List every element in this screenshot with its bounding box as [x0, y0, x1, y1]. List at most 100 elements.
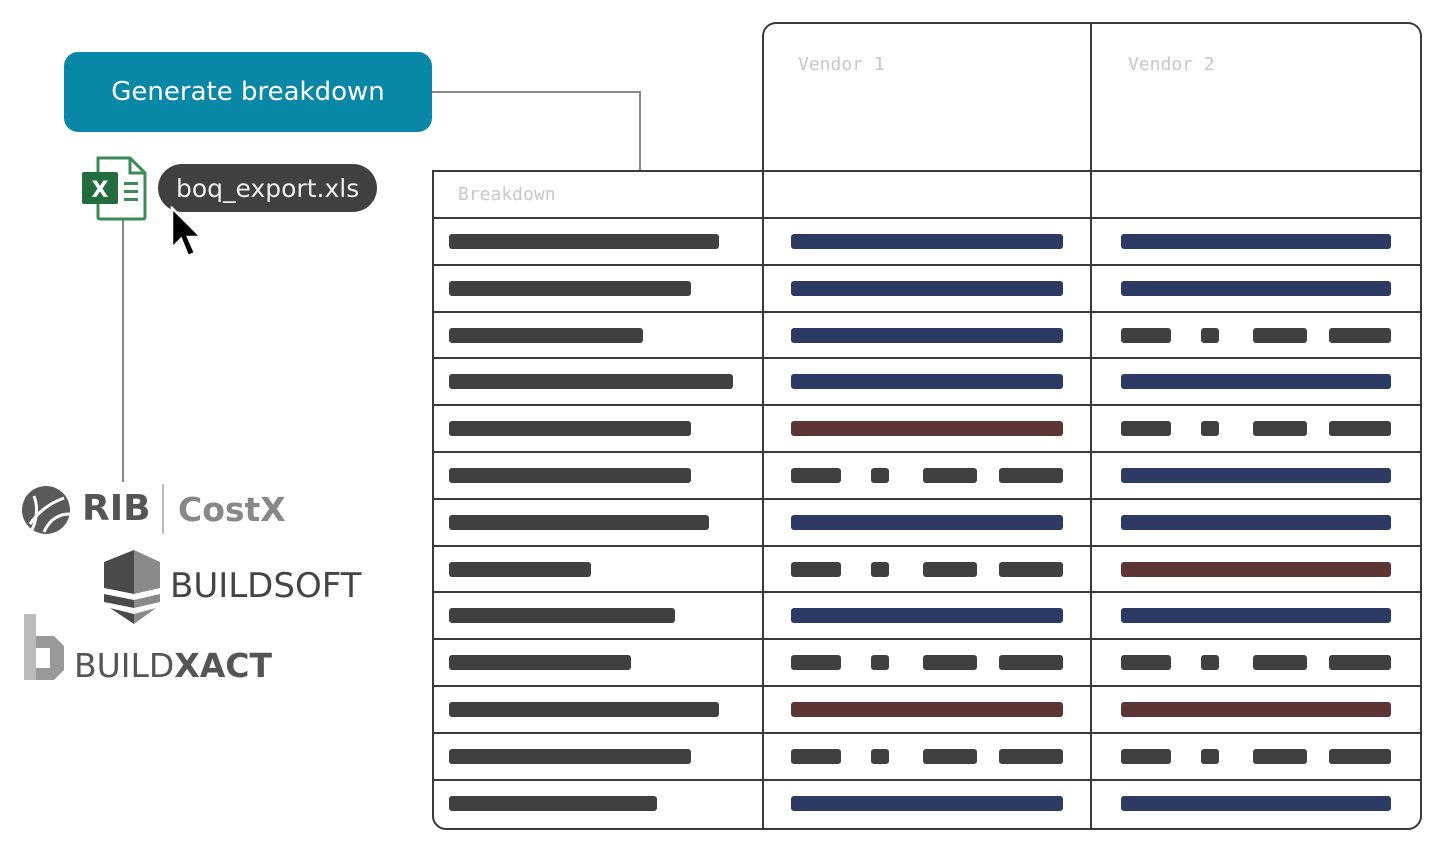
breakdown-item-bar: [449, 561, 591, 577]
vendor-2-value-bar: [1121, 374, 1391, 390]
buildxact-logo: BUILDXACT: [74, 646, 272, 685]
breakdown-item-bar: [449, 327, 643, 343]
vendor-2-value-bar: [1121, 468, 1391, 483]
buildsoft-logo-icon: [104, 550, 160, 624]
vendor-1-missing-segment: [871, 655, 889, 671]
vendor-2-missing-segment: [1121, 655, 1171, 671]
vendor-1-missing-segment: [791, 561, 841, 577]
row-divider: [434, 544, 1420, 547]
generate-breakdown-button[interactable]: Generate breakdown: [64, 52, 432, 132]
vendor-1-missing-segment: [871, 468, 889, 483]
vendor-1-value-bar: [791, 608, 1063, 624]
breakdown-table: Breakdown: [432, 170, 1422, 830]
breakdown-item-bar: [449, 374, 733, 390]
vendor-2-value-bar: [1121, 234, 1391, 249]
column-divider: [762, 172, 764, 828]
vendor-1-missing-segment: [923, 655, 977, 671]
vendor-2-missing-segment: [1253, 655, 1307, 671]
vendor-1-missing-segment: [999, 655, 1063, 671]
vendor-2-missing-segment: [1201, 421, 1219, 437]
vendor-2-flagged-bar: [1121, 702, 1391, 717]
svg-text:X: X: [92, 178, 109, 203]
excel-file-icon[interactable]: X: [80, 155, 148, 221]
breakdown-item-bar: [449, 234, 719, 249]
vendor-2-missing-segment: [1201, 748, 1219, 764]
vendor-2-missing-segment: [1253, 748, 1307, 764]
row-divider: [434, 685, 1420, 687]
breakdown-item-bar: [449, 468, 691, 483]
vendor-2-missing-segment: [1201, 655, 1219, 671]
row-divider: [434, 310, 1420, 313]
breakdown-item-bar: [449, 280, 691, 296]
vendor-1-missing-segment: [871, 748, 889, 764]
column-divider: [1090, 172, 1092, 828]
row-divider: [434, 404, 1420, 407]
rib-logo-icon: [22, 486, 71, 534]
breakdown-item-bar: [449, 421, 691, 437]
connector-line: [639, 91, 641, 171]
row-divider: [434, 263, 1420, 266]
vendor-1-missing-segment: [791, 748, 841, 764]
breakdown-item-bar: [449, 748, 691, 764]
vendor-1-missing-segment: [999, 468, 1063, 483]
mouse-cursor-icon: [170, 206, 205, 258]
vendor-1-missing-segment: [923, 468, 977, 483]
vendor-1-header: Vendor 1: [798, 54, 885, 75]
vendor-1-value-bar: [791, 795, 1063, 811]
vendor-1-missing-segment: [999, 561, 1063, 577]
vendor-2-flagged-bar: [1121, 561, 1391, 577]
column-divider: [1090, 24, 1092, 172]
vendor-1-missing-segment: [999, 748, 1063, 764]
row-divider: [434, 357, 1420, 360]
breakdown-item-bar: [449, 795, 657, 811]
costx-logo: CostX: [178, 490, 286, 529]
vendor-2-missing-segment: [1329, 421, 1391, 437]
vendor-2-missing-segment: [1253, 327, 1307, 343]
vendor-2-missing-segment: [1121, 421, 1171, 437]
row-divider: [434, 778, 1420, 781]
buildxact-logo-part: XACT: [174, 646, 273, 685]
buildxact-logo-part: BUILD: [74, 646, 175, 685]
vendor-2-missing-segment: [1329, 655, 1391, 671]
vendor-2-missing-segment: [1329, 327, 1391, 343]
row-divider: [434, 217, 1420, 219]
vendor-2-missing-segment: [1121, 748, 1171, 764]
row-divider: [434, 591, 1420, 594]
vendor-1-missing-segment: [791, 655, 841, 671]
vendor-header: Vendor 1 Vendor 2: [762, 22, 1422, 172]
vendor-1-value-bar: [791, 374, 1063, 390]
vendor-1-flagged-bar: [791, 702, 1063, 717]
vendor-1-missing-segment: [923, 748, 977, 764]
vendor-2-header: Vendor 2: [1128, 54, 1215, 75]
vendor-1-value-bar: [791, 514, 1063, 530]
vendor-1-value-bar: [791, 280, 1063, 296]
breakdown-item-bar: [449, 655, 631, 671]
vendor-2-value-bar: [1121, 608, 1391, 624]
row-divider: [434, 451, 1420, 453]
connector-line: [432, 91, 640, 93]
vendor-2-missing-segment: [1121, 327, 1171, 343]
vendor-1-value-bar: [791, 234, 1063, 249]
vendor-1-flagged-bar: [791, 421, 1063, 437]
vendor-2-value-bar: [1121, 514, 1391, 530]
vendor-2-value-bar: [1121, 795, 1391, 811]
logo-divider: [162, 484, 164, 534]
breakdown-header: Breakdown: [458, 184, 556, 205]
buildxact-logo-icon: [24, 614, 64, 680]
vendor-2-missing-segment: [1329, 748, 1391, 764]
breakdown-item-bar: [449, 514, 709, 530]
connector-line: [122, 220, 124, 482]
vendor-2-value-bar: [1121, 280, 1391, 296]
rib-logo: RIB: [82, 488, 151, 529]
file-name-chip[interactable]: boq_export.xls: [158, 164, 378, 212]
breakdown-item-bar: [449, 608, 675, 624]
vendor-1-missing-segment: [871, 561, 889, 577]
breakdown-item-bar: [449, 702, 719, 717]
vendor-2-missing-segment: [1253, 421, 1307, 437]
row-divider: [434, 731, 1420, 734]
row-divider: [434, 497, 1420, 500]
vendor-1-missing-segment: [923, 561, 977, 577]
row-divider: [434, 638, 1420, 641]
vendor-1-missing-segment: [791, 468, 841, 483]
vendor-1-value-bar: [791, 327, 1063, 343]
